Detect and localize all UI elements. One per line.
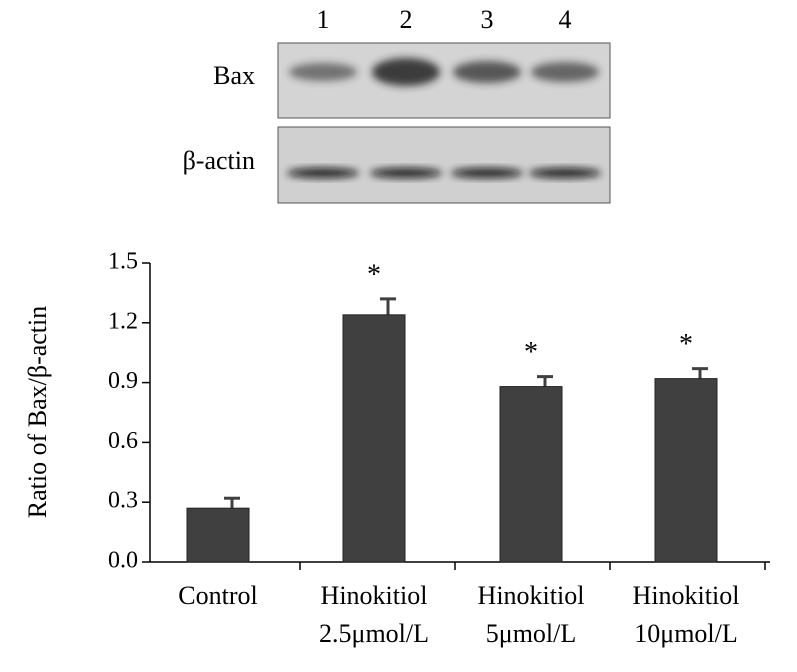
- blot-panel: [277, 126, 611, 204]
- blot-band: [372, 58, 440, 86]
- bar: [654, 378, 718, 563]
- blot-band: [451, 168, 523, 178]
- y-tick-label: 0.9: [108, 368, 138, 394]
- lane-label: 1: [317, 5, 330, 34]
- significance-marker: *: [524, 337, 538, 368]
- bar: [342, 314, 406, 563]
- blot-band: [453, 61, 521, 83]
- blot-band: [370, 168, 442, 178]
- blot-band: [289, 63, 357, 81]
- x-tick-label: Hinokitiol: [321, 581, 428, 610]
- x-tick-label: Control: [178, 581, 257, 610]
- x-tick-label: 5μmol/L: [486, 619, 577, 648]
- bar: [499, 386, 563, 563]
- significance-marker: *: [679, 329, 693, 360]
- x-tick-label: Hinokitiol: [633, 581, 740, 610]
- y-tick-label: 0.3: [108, 488, 138, 514]
- row-label: β-actin: [183, 146, 255, 175]
- row-label: Bax: [213, 61, 255, 90]
- y-tick-label: 1.5: [108, 249, 138, 275]
- y-tick-label: 0.6: [108, 428, 138, 454]
- lane-label: 3: [481, 5, 494, 34]
- x-tick-label: 10μmol/L: [634, 619, 738, 648]
- y-tick-label: 1.2: [108, 308, 138, 334]
- blot-band: [287, 168, 359, 178]
- x-tick-label: Hinokitiol: [478, 581, 585, 610]
- blot-band: [529, 168, 601, 178]
- blot-band: [531, 62, 599, 82]
- x-tick-label: 2.5μmol/L: [319, 619, 429, 648]
- significance-marker: *: [367, 259, 381, 290]
- bar: [186, 507, 250, 563]
- y-tick-label: 0.0: [108, 548, 138, 574]
- y-axis-label: Ratio of Bax/β-actin: [23, 306, 52, 519]
- lane-label: 2: [400, 5, 413, 34]
- lane-label: 4: [559, 5, 572, 34]
